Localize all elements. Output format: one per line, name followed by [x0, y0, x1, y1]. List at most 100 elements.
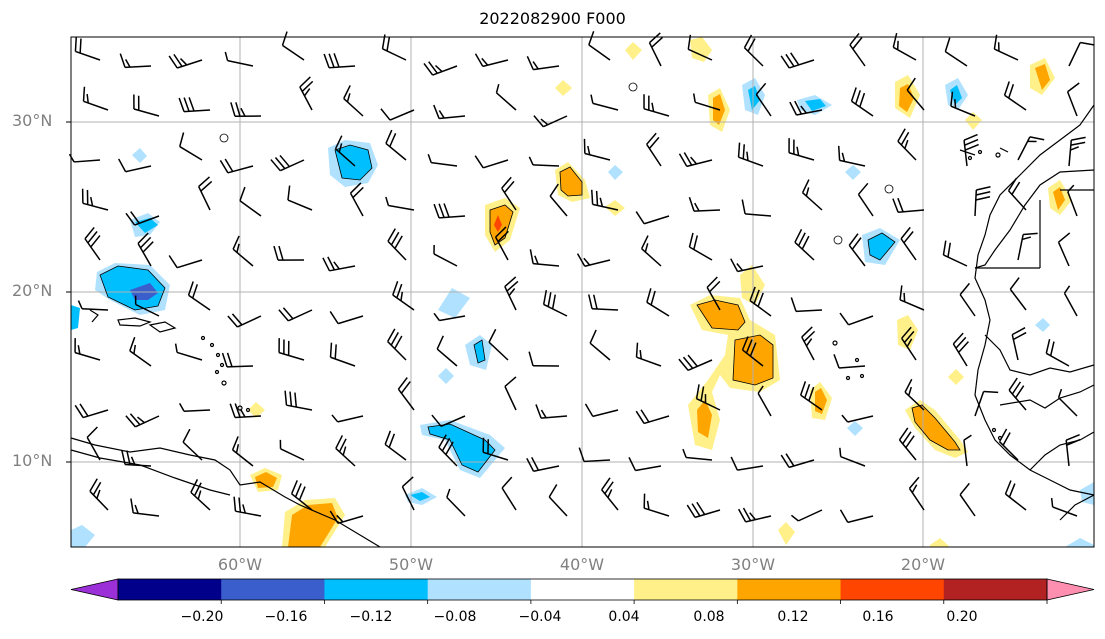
wind-barb: [848, 233, 866, 267]
wind-barb: [1063, 285, 1078, 317]
wind-barb: [495, 83, 517, 111]
wind-barb: [535, 404, 568, 419]
negative-anomaly-fill: [950, 85, 962, 105]
wind-barb: [839, 509, 874, 524]
wind-barb: [433, 104, 466, 120]
wind-barb: [168, 53, 203, 69]
wind-barb: [334, 135, 356, 167]
wind-barb: [789, 100, 823, 116]
colorbar-bin: [840, 579, 945, 600]
wind-barb: [900, 226, 917, 261]
wind-barb: [730, 456, 764, 471]
negative-anomaly-fill: [1035, 318, 1050, 332]
wind-barb: [278, 307, 313, 322]
coastlines: [70, 104, 1095, 548]
negative-anomaly-fill: [438, 288, 470, 318]
wind-barb: [387, 228, 407, 261]
wind-barb: [230, 102, 262, 118]
wind-barb: [219, 158, 254, 174]
wind-barb: [433, 244, 458, 267]
colorbar-tick-label: −0.08: [433, 609, 477, 625]
wind-barb: [133, 94, 160, 117]
wind-barb: [857, 182, 874, 217]
wind-barb: [270, 154, 305, 172]
wind-barb: [323, 53, 356, 69]
wind-barb: [678, 354, 713, 372]
wind-barb: [688, 197, 721, 212]
wind-barb: [904, 378, 925, 411]
wind-barb: [601, 477, 619, 511]
wind-barb: [959, 282, 976, 317]
positive-anomaly-fill: [605, 200, 625, 216]
wind-barb: [168, 255, 203, 269]
wind-barb: [84, 226, 101, 261]
wind-barb: [343, 85, 364, 117]
wind-barb: [576, 253, 611, 267]
wind-barb: [589, 329, 611, 361]
positive-anomaly-fill: [930, 538, 950, 547]
colorbar-extend-low: [70, 578, 119, 601]
positive-anomaly-fill: [288, 503, 338, 547]
wind-barb: [397, 377, 415, 411]
wind-barb: [737, 142, 764, 167]
wind-barb: [841, 414, 874, 423]
wind-barb: [959, 482, 976, 517]
colorbar-tick-label: 0.12: [777, 609, 809, 625]
wind-barb: [433, 312, 466, 322]
wind-barb: [578, 447, 611, 463]
wind-barb: [74, 403, 109, 419]
wind-barb: [494, 226, 509, 261]
wind-barb: [757, 385, 772, 417]
colorbar-bin: [324, 579, 429, 600]
positive-anomaly-fill: [555, 80, 572, 96]
wind-barb: [1008, 377, 1027, 411]
wind-barb: [221, 352, 254, 368]
wind-barb: [1045, 338, 1070, 367]
positive-anomaly-fill: [1053, 187, 1065, 210]
wind-barb: [239, 186, 262, 217]
wind-barb: [706, 276, 721, 311]
wind-barb: [906, 77, 925, 111]
colorbar-bin: [427, 579, 532, 600]
lat-label-20n: 20°N: [12, 281, 53, 300]
wind-barb: [229, 403, 262, 419]
wind-barb: [839, 447, 866, 467]
colorbar-tick-label: −0.20: [180, 609, 224, 625]
positive-anomaly-fill: [248, 402, 265, 418]
wind-barb: [278, 338, 305, 361]
wind-barbs: [68, 30, 1095, 525]
wind-barb: [190, 479, 211, 511]
wind-barb: [1017, 232, 1038, 261]
wind-barb: [335, 435, 356, 467]
wind-barb: [474, 155, 509, 169]
wind-barb: [528, 156, 560, 167]
wind-barb: [899, 285, 925, 311]
negative-anomaly-fill: [608, 165, 623, 180]
wind-barb: [385, 196, 415, 211]
wind-barb: [436, 335, 458, 367]
negative-anomaly-fill: [71, 525, 95, 547]
wind-barb: [431, 414, 466, 427]
wind-barb: [287, 185, 313, 211]
wind-barb: [86, 426, 101, 461]
wind-barb: [628, 457, 662, 472]
colorbar-bin: [221, 579, 325, 600]
wind-barb: [349, 182, 364, 217]
wind-barb: [526, 456, 560, 472]
wind-barb: [801, 179, 823, 211]
wind-barb: [385, 129, 407, 161]
wind-barb: [433, 203, 466, 219]
colorbar-tick-label: 0.20: [946, 609, 978, 625]
wind-barb: [678, 152, 713, 168]
wind-barb: [427, 153, 458, 167]
wind-barb: [688, 232, 713, 261]
negative-anomaly-fill: [847, 421, 863, 436]
wind-barb: [380, 108, 415, 121]
colorbar-frame: [117, 578, 1048, 601]
wind-barb: [1050, 497, 1078, 517]
wind-barb: [741, 199, 772, 217]
wind-barb: [908, 476, 925, 511]
wind-barb: [588, 30, 611, 61]
wind-barb: [197, 176, 213, 211]
